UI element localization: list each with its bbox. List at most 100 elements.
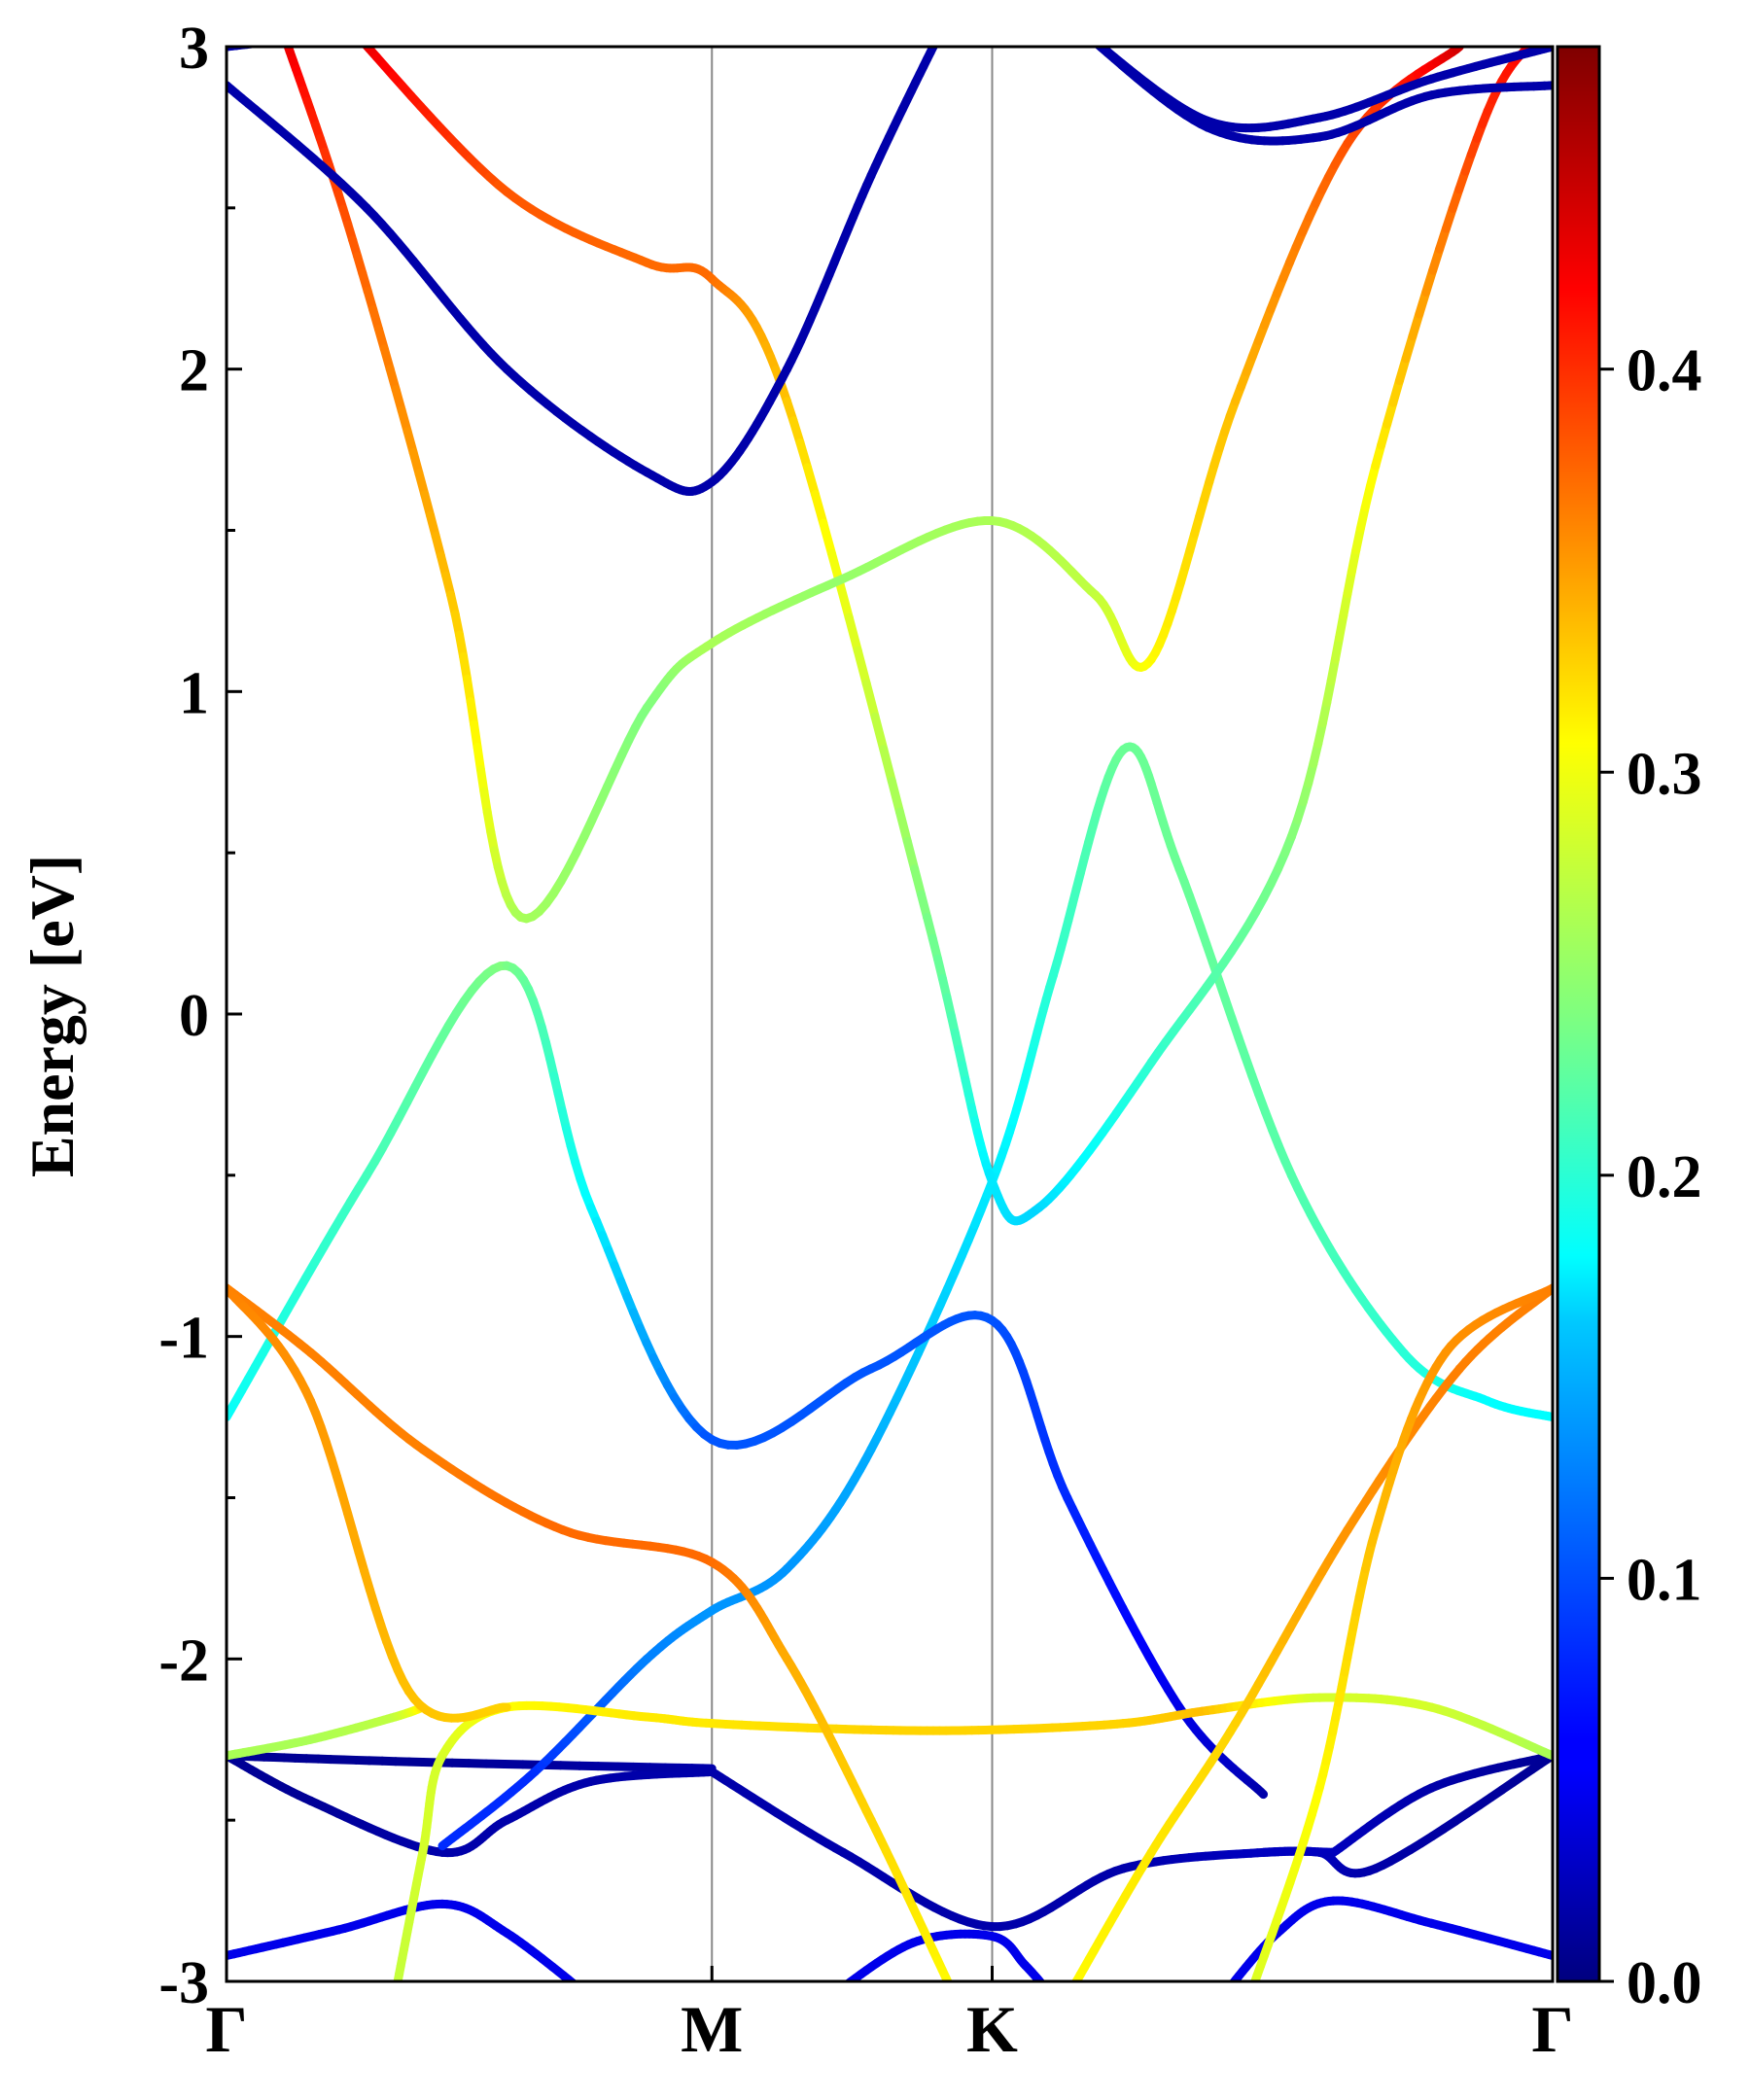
kpoint-label: Γ <box>205 1992 247 2066</box>
band-segment <box>1090 38 1095 43</box>
band-segment <box>844 1980 850 1981</box>
y-tick-label: 0 <box>179 983 209 1049</box>
band-19 <box>227 30 941 496</box>
band-segment <box>910 864 926 899</box>
band-segment <box>358 36 364 42</box>
band-0 <box>227 1899 591 1997</box>
band-segment <box>1225 1990 1227 1993</box>
band-segment <box>853 646 871 688</box>
band-segment <box>588 1995 591 1997</box>
band-21 <box>1081 30 1553 133</box>
band-segment <box>585 1993 588 1996</box>
band-segment <box>283 30 285 36</box>
band-segment <box>1052 1997 1053 1998</box>
band-segment <box>811 490 828 528</box>
band-segment <box>1544 36 1547 38</box>
band-segment <box>844 612 862 655</box>
band-segment <box>948 1980 952 1981</box>
kpoint-label: Γ <box>1531 1992 1573 2066</box>
band-segment <box>831 1994 834 1996</box>
band-segment <box>1048 1991 1049 1993</box>
colorbar-tick-label: 0.1 <box>1627 1547 1702 1613</box>
band-11 <box>227 1702 428 1761</box>
kpoint-label: K <box>966 1992 1018 2066</box>
band-segment <box>953 1992 956 1998</box>
band-9 <box>227 961 1269 1800</box>
colorbar-tick-label: 0.3 <box>1627 741 1702 807</box>
y-tick-label: 1 <box>179 660 209 726</box>
colorbar-tick-label: 0.4 <box>1627 338 1702 404</box>
band-segment <box>870 712 889 754</box>
kpoint-label: M <box>681 1992 743 2066</box>
band-segment <box>941 1974 953 1981</box>
y-tick-label: -3 <box>158 1950 209 2016</box>
band-segment <box>895 807 912 846</box>
band-12 <box>227 1283 956 1998</box>
band-segment <box>835 580 854 622</box>
band-segment <box>1223 1993 1225 1996</box>
band-13 <box>227 1283 511 1723</box>
band-segment <box>1531 47 1538 49</box>
band-segment <box>879 745 896 787</box>
band-7 <box>1259 1751 1553 1878</box>
band-segment <box>1228 1987 1231 1990</box>
y-axis-label: Energy [eV] <box>18 855 87 1177</box>
band-segment <box>1256 1787 1269 1800</box>
band-segment <box>581 1990 585 1993</box>
band-segment <box>1249 1991 1251 1998</box>
band-segment <box>1090 37 1095 41</box>
colorbar-tick-label: 0.0 <box>1627 1950 1702 2016</box>
band-segment <box>1081 30 1085 33</box>
band-segment <box>1537 40 1540 42</box>
band-segment <box>803 463 821 500</box>
band-3 <box>227 1751 717 1858</box>
energy-bands <box>227 30 1553 1998</box>
band-segment <box>1228 1978 1238 1981</box>
band-segment <box>928 47 938 51</box>
band-segment <box>283 47 291 49</box>
band-segment <box>861 679 880 721</box>
band-6 <box>227 1751 717 1773</box>
band-segment <box>1081 30 1085 33</box>
band-segment <box>1085 34 1090 38</box>
band-segment <box>395 1993 396 1998</box>
band-segment <box>1068 1993 1070 1998</box>
band-segment <box>887 777 905 817</box>
y-tick-label: -1 <box>158 1306 209 1372</box>
band-segment <box>1044 1987 1046 1989</box>
band-segment <box>578 1987 581 1990</box>
band-segment <box>1040 1980 1045 1981</box>
band-segment <box>902 836 920 874</box>
band-segment <box>396 1987 397 1993</box>
colorbar-ticks: 0.0 0.1 0.2 0.3 0.4 <box>1599 338 1702 2016</box>
band-segment <box>1221 1995 1223 1997</box>
band-segment <box>1541 38 1544 40</box>
band-segment <box>819 518 836 558</box>
band-segment <box>1046 1989 1048 1991</box>
band-16 <box>358 30 1553 1226</box>
band-1 <box>829 1929 1053 1998</box>
y-tick-label: 3 <box>179 16 209 82</box>
band-segment <box>1546 34 1548 36</box>
band-segment <box>936 35 939 40</box>
band-segment <box>829 1996 832 1998</box>
y-tick-label: 2 <box>179 338 209 404</box>
band-segment <box>939 30 941 35</box>
band-segment <box>569 1978 578 1981</box>
colorbar: 0.0 0.1 0.2 0.3 0.4 <box>1556 45 1702 2016</box>
band-8 <box>438 742 1553 1851</box>
band-segment <box>1085 33 1090 37</box>
kpoint-divider-lines <box>711 47 994 1981</box>
band-segment <box>1049 1992 1050 1994</box>
band-segment <box>835 1991 839 1994</box>
y-axis-ticks: 3 2 1 0 -1 -2 -3 <box>158 16 242 2016</box>
band-15 <box>1249 1283 1553 1998</box>
band-segment <box>1050 1994 1051 1995</box>
band-5 <box>1329 1751 1553 1857</box>
band-segment <box>1036 1978 1046 1981</box>
band-segment <box>1551 30 1553 32</box>
band-segment <box>1250 1978 1258 1981</box>
colorbar-tick-label: 0.2 <box>1627 1144 1702 1210</box>
